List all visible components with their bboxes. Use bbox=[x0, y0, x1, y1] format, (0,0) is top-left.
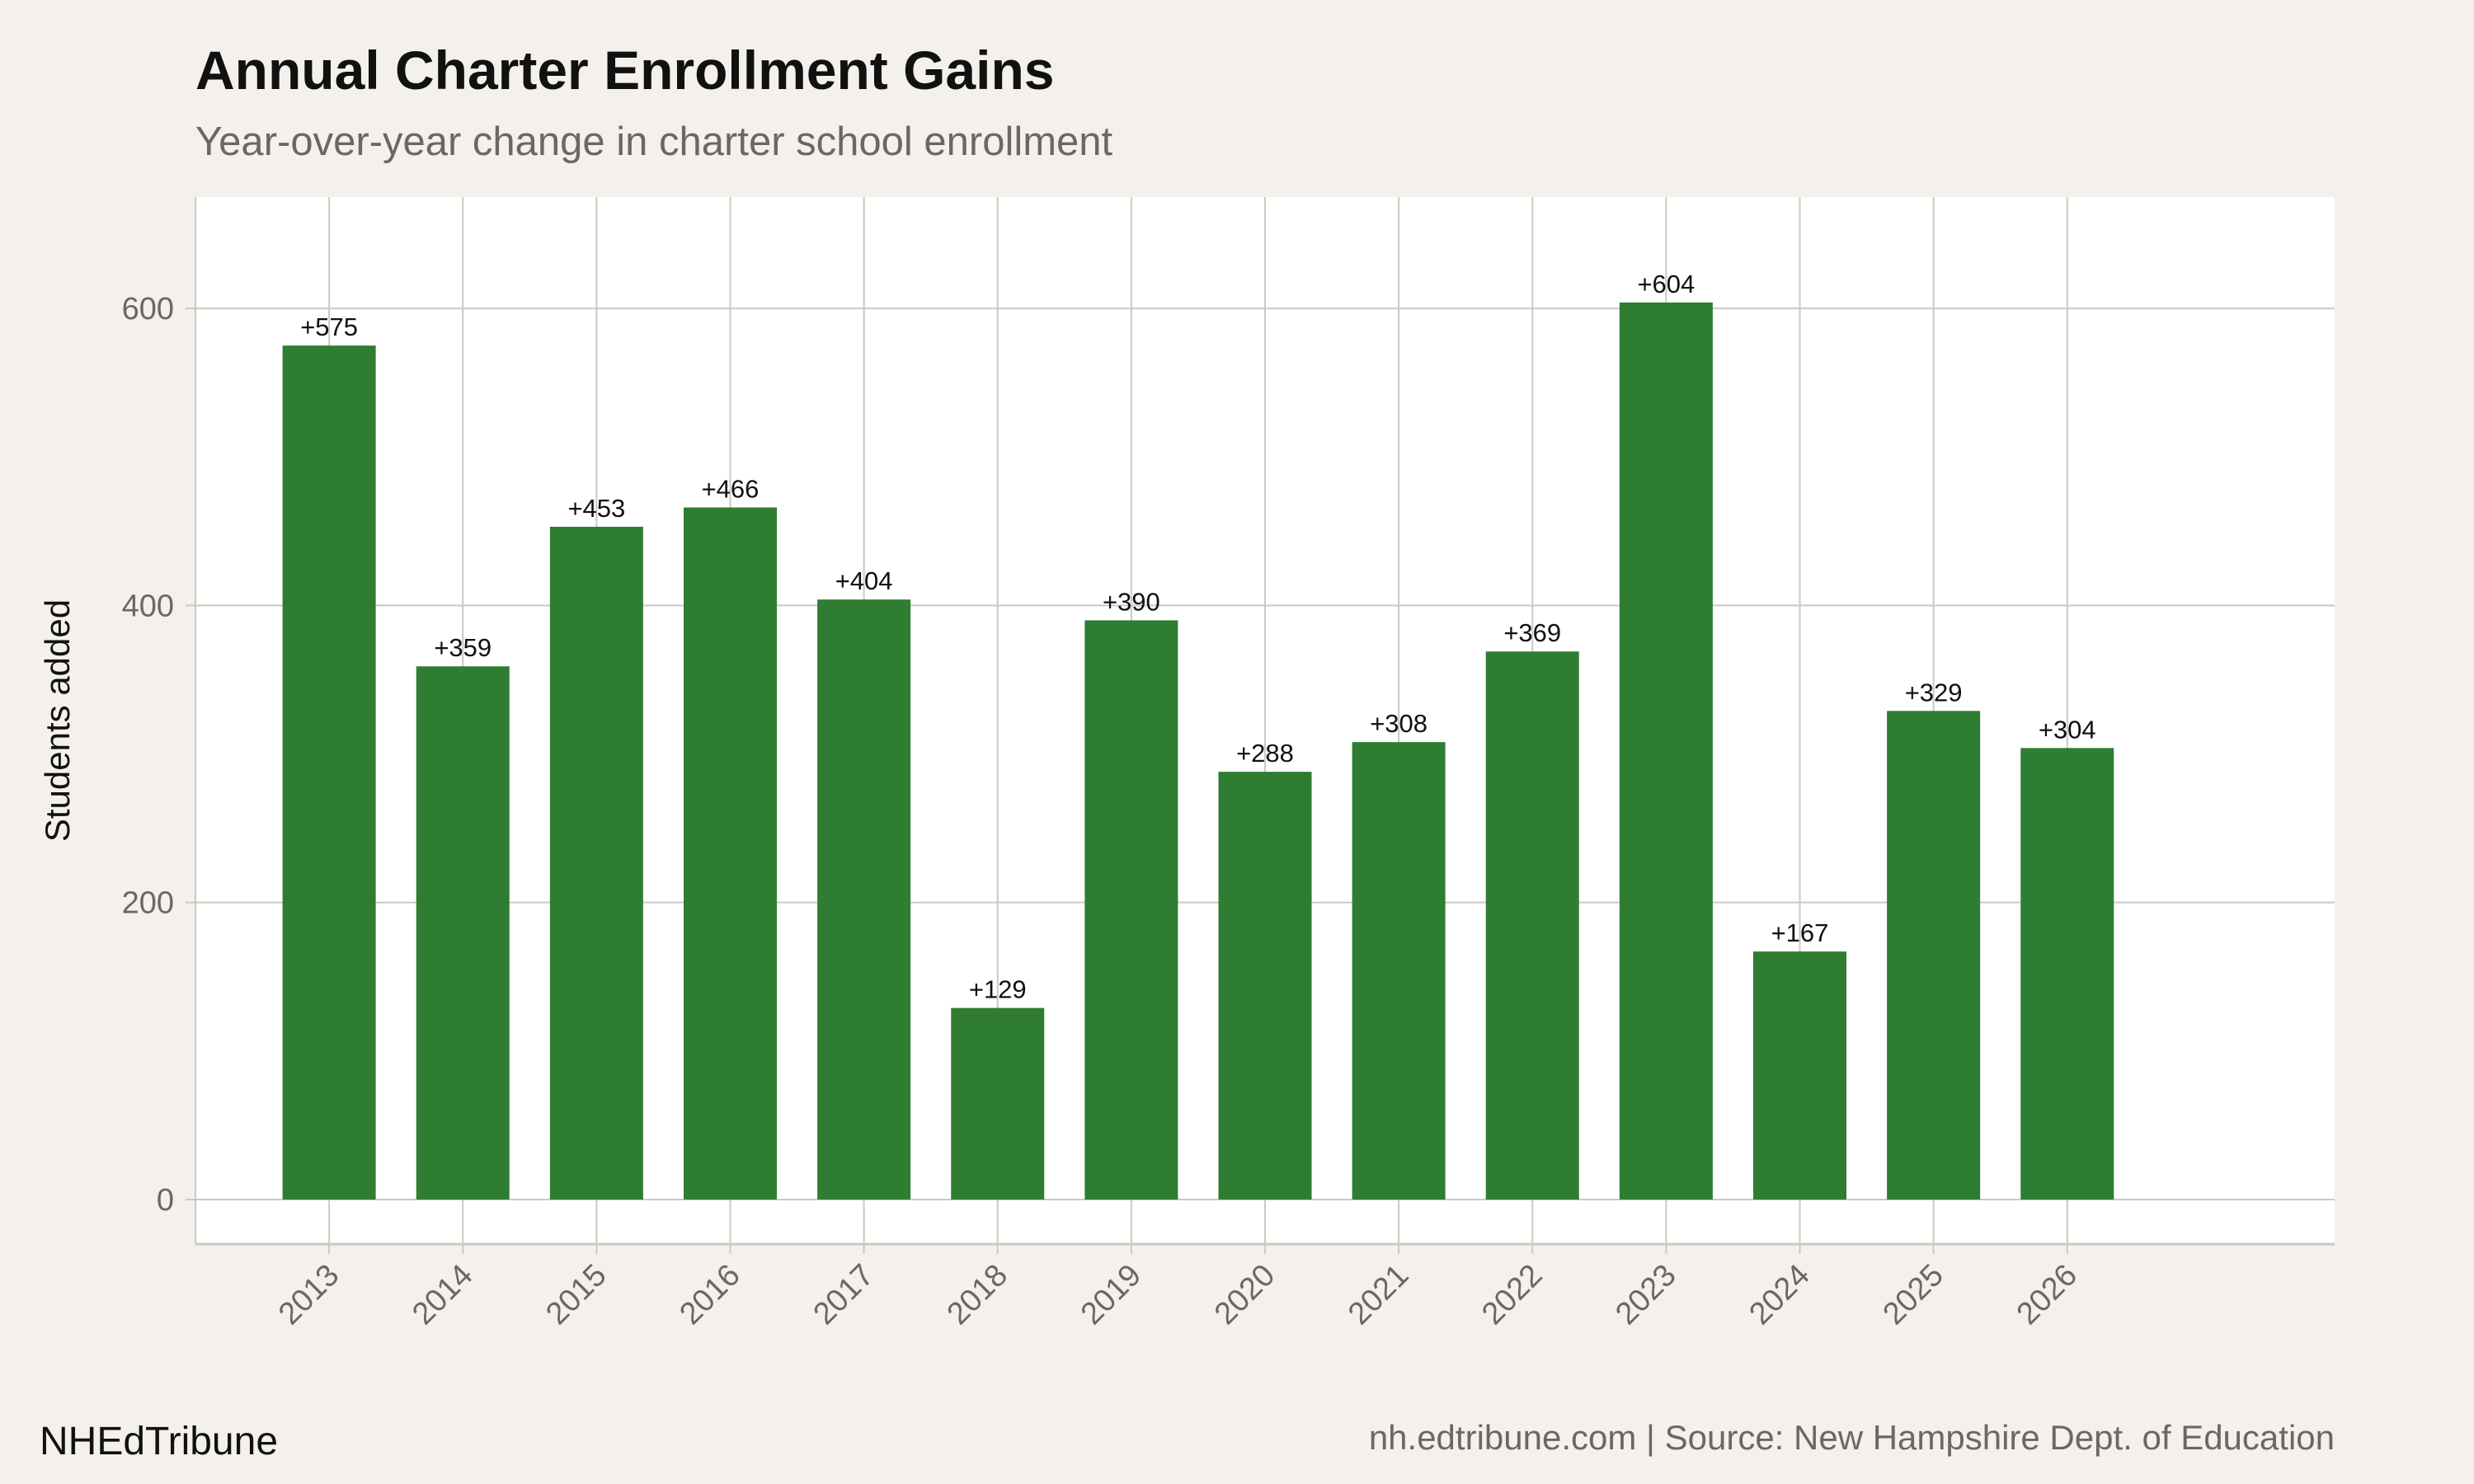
x-tick-label: 2026 bbox=[2011, 1258, 2084, 1331]
x-tick-label: 2013 bbox=[272, 1258, 346, 1331]
y-tick-label: 0 bbox=[157, 1183, 174, 1218]
bar-2016 bbox=[684, 507, 777, 1200]
data-label-2013: +575 bbox=[300, 312, 358, 341]
y-axis-label: Students added bbox=[38, 599, 77, 842]
y-tick-label: 600 bbox=[122, 292, 174, 326]
x-tick-label: 2018 bbox=[941, 1258, 1014, 1331]
bar-2024 bbox=[1753, 951, 1846, 1200]
data-label-2014: +359 bbox=[434, 633, 492, 662]
data-label-2021: +308 bbox=[1370, 709, 1427, 738]
x-tick-label: 2019 bbox=[1075, 1258, 1148, 1331]
y-tick-label: 400 bbox=[122, 589, 174, 623]
x-tick-label: 2022 bbox=[1475, 1258, 1549, 1331]
bar-2014 bbox=[416, 666, 510, 1200]
chart-title: Annual Charter Enrollment Gains bbox=[195, 40, 1055, 101]
data-label-2016: +466 bbox=[702, 474, 760, 503]
x-tick-label: 2020 bbox=[1208, 1258, 1282, 1331]
data-label-2017: +404 bbox=[835, 566, 893, 595]
bar-2017 bbox=[817, 599, 911, 1200]
bar-2013 bbox=[282, 345, 376, 1200]
bar-2023 bbox=[1619, 302, 1713, 1200]
bar-2025 bbox=[1887, 711, 1981, 1200]
bar-2019 bbox=[1084, 620, 1178, 1200]
x-tick-label: 2016 bbox=[673, 1258, 746, 1331]
bar-labels: +575 +359 +453 +466 +404 +129 +390 +288 +308 +369… bbox=[300, 270, 2095, 1004]
y-tick-label: 200 bbox=[122, 886, 174, 921]
chart-subtitle: Year-over-year change in charter school … bbox=[195, 120, 1113, 164]
bar-2020 bbox=[1218, 772, 1312, 1200]
bar-2015 bbox=[549, 526, 643, 1200]
data-label-2025: +329 bbox=[1905, 678, 1963, 707]
x-tick-label: 2017 bbox=[807, 1258, 881, 1331]
brand-logo-text: NHEdTribune bbox=[40, 1420, 278, 1463]
x-tick-label: 2025 bbox=[1877, 1258, 1950, 1331]
x-tick-label: 2014 bbox=[406, 1258, 479, 1331]
data-label-2020: +288 bbox=[1236, 739, 1294, 768]
bar-2021 bbox=[1352, 742, 1446, 1200]
bar-2022 bbox=[1485, 651, 1579, 1200]
data-label-2024: +167 bbox=[1771, 918, 1829, 947]
data-label-2023: +604 bbox=[1637, 270, 1695, 298]
data-label-2026: +304 bbox=[2039, 715, 2096, 744]
bar-2018 bbox=[951, 1007, 1045, 1200]
x-tick-label: 2015 bbox=[539, 1258, 613, 1331]
x-tick-label: 2021 bbox=[1342, 1258, 1415, 1331]
x-tick-label: 2023 bbox=[1609, 1258, 1682, 1331]
data-label-2019: +390 bbox=[1103, 587, 1160, 616]
data-label-2022: +369 bbox=[1503, 618, 1561, 647]
data-label-2015: +453 bbox=[567, 494, 625, 523]
data-label-2018: +129 bbox=[969, 975, 1027, 1004]
x-tick-label: 2024 bbox=[1743, 1258, 1816, 1331]
bars bbox=[282, 302, 2114, 1200]
source-caption: nh.edtribune.com | Source: New Hampshire… bbox=[1369, 1418, 2335, 1457]
bar-2026 bbox=[2020, 748, 2114, 1200]
